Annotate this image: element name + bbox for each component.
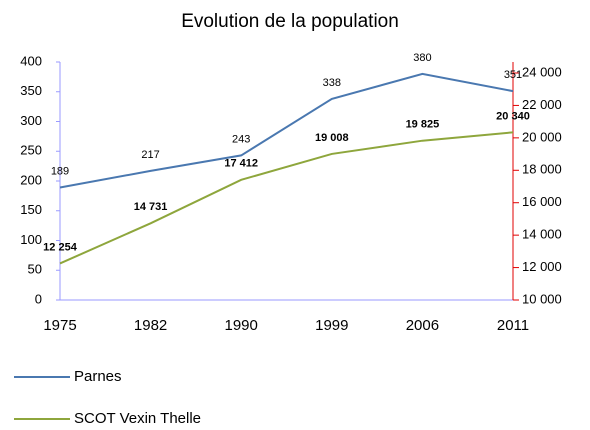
y-tick-label: 400 xyxy=(20,53,42,68)
data-label: 351 xyxy=(504,69,522,81)
y2-tick-label: 22 000 xyxy=(522,97,562,112)
y-tick-label: 100 xyxy=(20,232,42,247)
x-tick-label: 2011 xyxy=(497,317,529,334)
y2-tick-label: 20 000 xyxy=(522,129,562,144)
y2-tick-label: 10 000 xyxy=(522,291,562,306)
data-label: 14 731 xyxy=(134,201,168,213)
x-tick-label: 1999 xyxy=(315,317,348,334)
y-tick-label: 150 xyxy=(20,202,42,217)
y-tick-label: 0 xyxy=(35,291,42,306)
x-tick-label: 1982 xyxy=(134,317,167,334)
chart-title: Evolution de la population xyxy=(181,11,399,32)
y2-tick-label: 12 000 xyxy=(522,259,562,274)
data-label: 12 254 xyxy=(43,241,78,253)
y2-tick-label: 16 000 xyxy=(522,194,562,209)
data-label: 380 xyxy=(413,52,431,64)
data-label: 20 340 xyxy=(496,110,530,122)
series-line xyxy=(59,72,514,189)
data-label: 217 xyxy=(141,149,159,161)
y-tick-label: 50 xyxy=(28,262,42,277)
x-tick-label: 2006 xyxy=(406,317,439,334)
y2-tick-label: 24 000 xyxy=(522,64,562,79)
x-tick-label: 1990 xyxy=(225,317,258,334)
y-tick-label: 350 xyxy=(20,83,42,98)
series-line xyxy=(59,131,514,265)
legend-label: Parnes xyxy=(74,368,122,385)
data-label: 19 008 xyxy=(315,132,349,144)
data-label: 189 xyxy=(51,165,69,177)
y-tick-label: 250 xyxy=(20,143,42,158)
y-tick-label: 200 xyxy=(20,172,42,187)
y2-tick-label: 18 000 xyxy=(522,162,562,177)
x-tick-label: 1975 xyxy=(43,317,76,334)
legend-label: SCOT Vexin Thelle xyxy=(74,410,201,427)
data-label: 338 xyxy=(323,77,341,89)
y-tick-label: 300 xyxy=(20,113,42,128)
data-label: 243 xyxy=(232,133,250,145)
y2-tick-label: 14 000 xyxy=(522,227,562,242)
data-label: 17 412 xyxy=(224,158,258,170)
data-label: 19 825 xyxy=(406,119,440,131)
